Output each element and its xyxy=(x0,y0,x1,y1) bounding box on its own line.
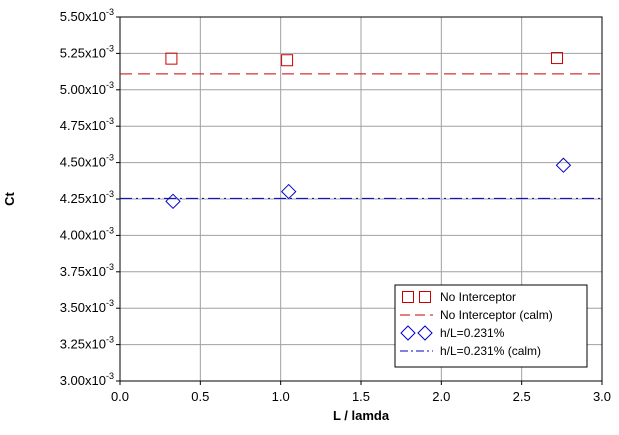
legend-box xyxy=(394,284,588,368)
legend-marker-square xyxy=(419,291,431,303)
x-tick-label: 3.0 xyxy=(593,389,611,404)
legend: No Interceptor No Interceptor (calm) h/L=0… xyxy=(394,284,588,368)
legend-label: h/L=0.231% xyxy=(440,326,505,340)
x-tick-label: 1.5 xyxy=(352,389,370,404)
y-tick-label: 4.75x10-3 xyxy=(60,116,114,133)
y-tick-label: 4.25x10-3 xyxy=(60,189,114,206)
data-point-diamond xyxy=(280,183,297,200)
x-axis: 0.0 0.5 1.0 1.5 2.0 2.5 3.0 xyxy=(111,381,611,404)
data-point-square xyxy=(551,52,564,65)
data-point-square xyxy=(165,52,178,65)
y-tick-label: 5.50x10-3 xyxy=(60,7,114,24)
legend-marker-square xyxy=(402,291,414,303)
y-tick-label: 4.00x10-3 xyxy=(60,225,114,242)
y-tick-label: 3.75x10-3 xyxy=(60,262,114,279)
y-axis: 3.00x10-3 3.25x10-3 3.50x10-3 3.75x10-3 4.00… xyxy=(60,7,120,388)
legend-marker-diamond xyxy=(400,325,416,341)
legend-marker-diamond xyxy=(417,325,433,341)
legend-label: h/L=0.231% (calm) xyxy=(440,344,541,358)
y-tick-label: 3.50x10-3 xyxy=(60,298,114,315)
x-tick-label: 2.5 xyxy=(513,389,531,404)
y-tick-label: 5.25x10-3 xyxy=(60,43,114,60)
x-tick-label: 2.0 xyxy=(432,389,450,404)
y-tick-label: 3.00x10-3 xyxy=(60,371,114,388)
x-tick-label: 1.0 xyxy=(272,389,290,404)
legend-label: No Interceptor (calm) xyxy=(440,308,553,322)
y-tick-label: 4.50x10-3 xyxy=(60,153,114,170)
grid xyxy=(120,17,602,381)
y-axis-title: Ct xyxy=(2,191,17,205)
legend-label: No Interceptor xyxy=(440,290,516,304)
y-tick-label: 3.25x10-3 xyxy=(60,335,114,352)
x-tick-label: 0.0 xyxy=(111,389,129,404)
data-point-diamond xyxy=(555,157,572,173)
data-point-square xyxy=(281,54,294,67)
x-tick-label: 0.5 xyxy=(191,389,209,404)
y-tick-label: 5.00x10-3 xyxy=(60,80,114,97)
data-point-diamond xyxy=(165,193,181,210)
series-layer xyxy=(120,52,602,210)
x-axis-title: L / lamda xyxy=(333,408,390,423)
